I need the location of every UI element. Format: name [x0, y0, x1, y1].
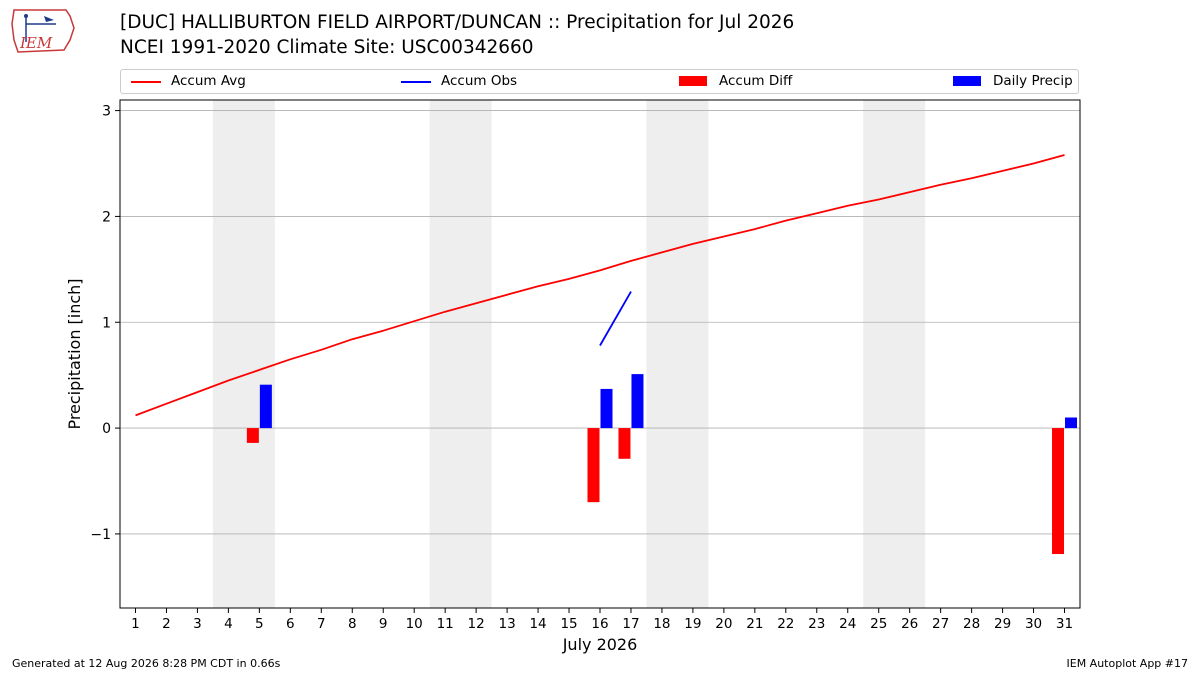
bar-daily-precip-day-5 — [259, 384, 272, 429]
xtick-label-22: 22 — [777, 616, 794, 632]
logo-text: IEM — [19, 34, 53, 52]
xtick-label-29: 29 — [994, 616, 1011, 632]
xtick-label-19: 19 — [684, 616, 701, 632]
bar-daily-precip-day-17 — [631, 374, 644, 429]
ytick-label-3: 2 — [102, 209, 111, 225]
xtick-label-9: 9 — [379, 616, 388, 632]
ytick-label-1: 0 — [102, 421, 111, 437]
xtick-label-31: 31 — [1056, 616, 1073, 632]
legend-swatch-accum-obs — [401, 81, 431, 83]
xtick-label-24: 24 — [839, 616, 856, 632]
legend-swatch-accum-diff — [679, 76, 707, 86]
xtick-label-15: 15 — [560, 616, 577, 632]
xtick-label-20: 20 — [715, 616, 732, 632]
legend-swatch-daily-precip — [953, 76, 981, 86]
xtick-label-21: 21 — [746, 616, 763, 632]
xtick-label-14: 14 — [529, 616, 546, 632]
legend-label-accum-avg: Accum Avg — [171, 73, 246, 89]
legend: Accum Avg Accum Obs Accum Diff Daily Pre… — [120, 69, 1079, 94]
xtick-label-11: 11 — [437, 616, 454, 632]
legend-swatch-accum-avg — [131, 81, 161, 83]
xtick-label-13: 13 — [499, 616, 516, 632]
iem-logo-graphic: IEM — [11, 9, 75, 53]
xtick-label-17: 17 — [622, 616, 639, 632]
xtick-label-28: 28 — [963, 616, 980, 632]
xtick-label-3: 3 — [193, 616, 202, 632]
bar-accum-diff-day-5 — [246, 428, 259, 443]
xtick-label-12: 12 — [468, 616, 485, 632]
xtick-label-5: 5 — [255, 616, 264, 632]
xtick-label-30: 30 — [1025, 616, 1042, 632]
xtick-label-6: 6 — [286, 616, 295, 632]
y-axis-label: Precipitation [inch] — [65, 278, 84, 429]
xtick-label-10: 10 — [406, 616, 423, 632]
legend-label-accum-diff: Accum Diff — [719, 73, 793, 89]
xtick-label-2: 2 — [162, 616, 171, 632]
xtick-label-1: 1 — [131, 616, 140, 632]
chart-title: [DUC] HALLIBURTON FIELD AIRPORT/DUNCAN :… — [120, 12, 795, 33]
bar-daily-precip-day-31 — [1065, 417, 1078, 429]
ytick-label-4: 3 — [102, 104, 111, 120]
legend-label-accum-obs: Accum Obs — [441, 73, 518, 89]
chart-subtitle: NCEI 1991-2020 Climate Site: USC00342660 — [120, 37, 534, 58]
bar-accum-diff-day-17 — [618, 428, 631, 459]
x-axis-label: July 2026 — [562, 635, 638, 654]
weekend-shade-1 — [212, 100, 275, 608]
weekend-shade-3 — [646, 100, 709, 608]
line-accum-obs — [599, 291, 632, 346]
xtick-label-4: 4 — [224, 616, 233, 632]
xtick-label-8: 8 — [348, 616, 357, 632]
ytick-label-2: 1 — [102, 315, 111, 331]
bar-accum-diff-day-16 — [587, 428, 600, 503]
iem-logo: IEM — [8, 6, 78, 58]
legend-label-daily-precip: Daily Precip — [993, 73, 1073, 89]
bar-accum-diff-day-31 — [1052, 428, 1065, 555]
bar-daily-precip-day-16 — [600, 388, 613, 429]
xtick-label-23: 23 — [808, 616, 825, 632]
ytick-label-0: −1 — [90, 527, 111, 543]
footer-app-text: IEM Autoplot App #17 — [1066, 657, 1189, 670]
xtick-label-18: 18 — [653, 616, 670, 632]
xtick-label-7: 7 — [317, 616, 326, 632]
xtick-label-25: 25 — [870, 616, 887, 632]
plot-frame — [119, 99, 1081, 609]
xtick-label-26: 26 — [901, 616, 918, 632]
line-accum-avg — [135, 154, 1065, 417]
xtick-label-27: 27 — [932, 616, 949, 632]
xtick-label-16: 16 — [591, 616, 608, 632]
footer-generated-text: Generated at 12 Aug 2026 8:28 PM CDT in … — [12, 657, 281, 670]
weekend-shade-2 — [429, 100, 492, 608]
weekend-shade-4 — [863, 100, 926, 608]
